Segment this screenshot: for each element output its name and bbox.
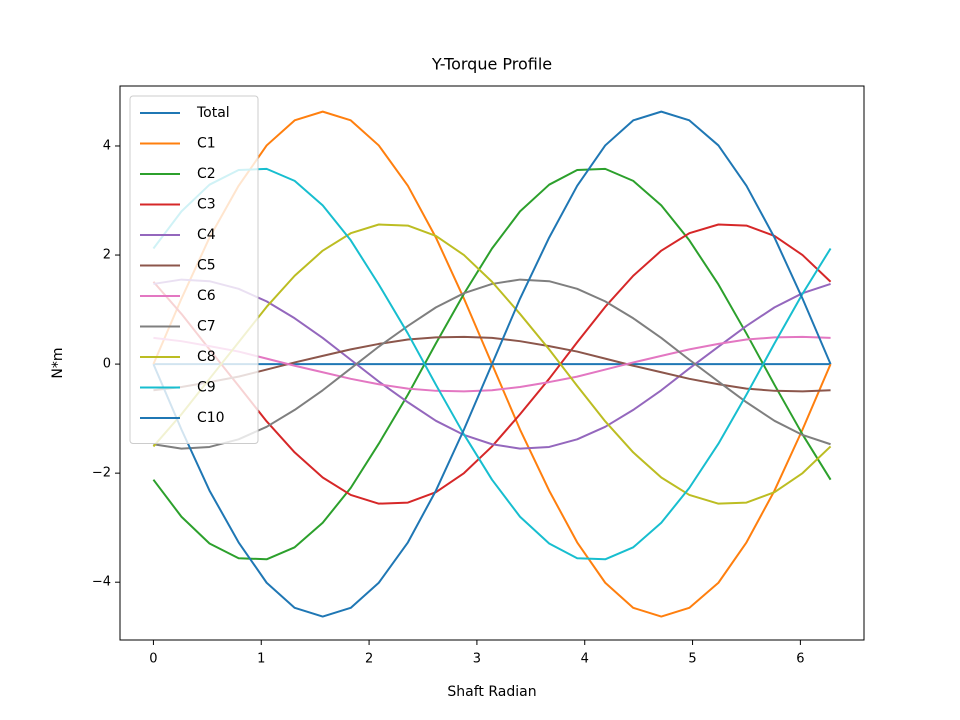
plot-frame [119, 85, 865, 641]
legend-label: C3 [197, 197, 216, 213]
legend-label: C2 [197, 166, 216, 182]
series-line [152, 167, 832, 561]
series-line [152, 110, 832, 618]
y-tick-label: 4 [103, 138, 111, 153]
legend-label: C5 [197, 258, 216, 274]
legend: Total C1 C2 C3 C4 C5 C6 C7 C8 C9 C10 [129, 95, 259, 444]
x-tick-label: 3 [473, 652, 481, 667]
y-tick-label: 0 [103, 357, 111, 372]
series-line [152, 223, 832, 505]
legend-label: C7 [197, 319, 216, 335]
x-tick-label: 2 [365, 652, 373, 667]
legend-box [129, 95, 259, 444]
series-line [152, 167, 832, 561]
x-axis-label: Shaft Radian [447, 684, 536, 700]
x-tick-label: 0 [149, 652, 157, 667]
series-line [153, 278, 831, 450]
series-line [153, 278, 831, 450]
legend-label: C6 [197, 288, 216, 304]
chart-title: Y-Torque Profile [431, 55, 552, 74]
legend-label: C1 [197, 136, 216, 152]
x-tick-label: 6 [796, 652, 804, 667]
legend-label: C8 [197, 349, 216, 365]
legend-label: C10 [197, 410, 225, 426]
x-tick-label: 1 [257, 652, 265, 667]
y-axis-label: N*m [50, 347, 66, 378]
legend-label: C4 [197, 227, 216, 243]
y-tick-label: −4 [92, 575, 111, 590]
y-tick-label: 2 [103, 248, 111, 263]
series-line [153, 335, 831, 393]
legend-label: C9 [197, 380, 216, 396]
legend-label: Total [196, 105, 230, 121]
series-line [153, 335, 831, 393]
x-tick-label: 4 [581, 652, 589, 667]
series-line [152, 223, 832, 505]
y-tick-label: −2 [92, 466, 111, 481]
x-tick-label: 5 [688, 652, 696, 667]
